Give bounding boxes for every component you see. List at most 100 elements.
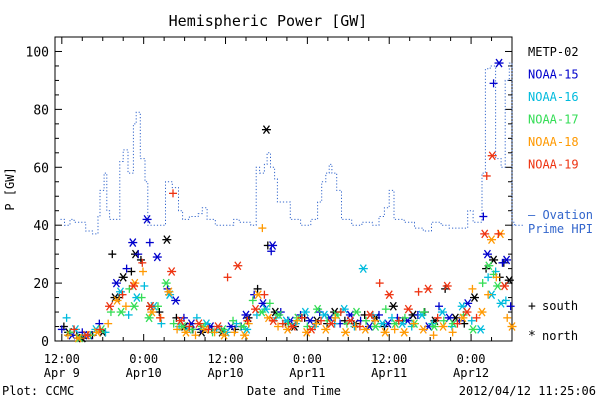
- data-point-north: [399, 327, 409, 337]
- data-point-stroke: [258, 307, 266, 317]
- data-point-north: [345, 316, 355, 326]
- data-point-stroke: [378, 319, 386, 329]
- legend-ovation-line2: Prime HPI: [528, 222, 593, 236]
- data-point-stroke: [451, 313, 459, 323]
- legend-ovation-line1: — Ovation: [528, 208, 593, 222]
- data-point-stroke: [419, 325, 427, 334]
- data-point-south: [253, 284, 262, 293]
- data-point-south: [156, 313, 165, 322]
- data-point-south: [229, 316, 238, 325]
- data-point-north: [300, 307, 310, 317]
- data-point-stroke: [146, 301, 155, 311]
- data-point-stroke: [366, 310, 374, 320]
- data-point-stroke: [481, 229, 489, 239]
- data-point-south: [293, 316, 302, 325]
- legend-entry: NOAA-18: [528, 135, 579, 149]
- data-point-stroke: [409, 310, 417, 320]
- data-point-south: [127, 267, 136, 276]
- data-point-south: [429, 331, 438, 340]
- data-point-north: [371, 322, 381, 331]
- data-point-stroke: [129, 281, 137, 291]
- data-point-south: [381, 305, 390, 314]
- data-point-stroke: [478, 307, 486, 317]
- data-point-stroke: [508, 322, 516, 331]
- data-point-north: [240, 330, 250, 340]
- data-point-south: [489, 79, 498, 88]
- data-point-north: [321, 325, 331, 334]
- data-point-south: [104, 319, 113, 328]
- data-point-stroke: [112, 278, 120, 288]
- data-point-south: [169, 319, 178, 328]
- data-point-stroke: [488, 151, 496, 161]
- data-point-stroke: [372, 322, 380, 331]
- data-point-south: [331, 313, 340, 322]
- data-point-north: [128, 281, 138, 291]
- data-point-north: [319, 310, 329, 320]
- data-point-south: [223, 273, 232, 282]
- data-point-stroke: [424, 284, 432, 294]
- data-point-stroke: [384, 319, 392, 329]
- x-tick-label-time: 0:00: [293, 352, 322, 366]
- data-point-north: [181, 327, 191, 337]
- data-point-north: [487, 151, 497, 161]
- data-point-stroke: [275, 310, 283, 320]
- data-point-south: [467, 316, 476, 325]
- data-point-north: [482, 249, 492, 259]
- data-point-north: [213, 322, 223, 331]
- data-point-north: [219, 330, 229, 340]
- data-point-south: [503, 313, 512, 322]
- data-point-north: [176, 316, 186, 326]
- data-point-south: [414, 287, 423, 296]
- data-point-stroke: [234, 261, 242, 271]
- data-point-north: [499, 281, 509, 291]
- data-point-north: [365, 310, 375, 320]
- data-point-stroke: [133, 293, 141, 302]
- x-tick-label-time: 12:00: [207, 352, 243, 366]
- data-point-stroke: [288, 322, 296, 331]
- data-point-south: [124, 310, 133, 319]
- data-point-north: [476, 325, 486, 334]
- data-point-south: [134, 250, 143, 259]
- data-point-stroke: [214, 322, 222, 331]
- data-point-south: [494, 229, 503, 238]
- legend-marker-label: south: [542, 299, 578, 313]
- footer-right: 2012/04/12 11:25:06: [459, 384, 596, 398]
- data-point-stroke: [494, 281, 502, 291]
- data-point-south: [62, 313, 71, 322]
- data-point-south: [479, 212, 488, 221]
- data-point-stroke: [320, 310, 328, 320]
- data-point-stroke: [106, 301, 114, 311]
- data-point-south: [210, 328, 219, 337]
- data-point-stroke: [449, 319, 457, 329]
- data-point-south: [362, 316, 371, 325]
- x-tick-label-time: 12:00: [44, 352, 80, 366]
- data-point-south: [387, 313, 396, 322]
- x-tick-label-time: 0:00: [129, 352, 158, 366]
- legend-entry: NOAA-19: [528, 158, 579, 172]
- data-point-south: [157, 319, 166, 328]
- data-point-stroke: [269, 241, 277, 250]
- x-tick-label-date: Apr10: [126, 366, 162, 380]
- data-point-stroke: [176, 316, 185, 326]
- data-point-stroke: [352, 307, 361, 317]
- data-point-stroke: [469, 325, 477, 334]
- data-point-south: [57, 325, 66, 334]
- data-point-stroke: [503, 255, 511, 265]
- x-tick-label-time: 12:00: [371, 352, 407, 366]
- data-point-north: [403, 304, 413, 314]
- data-point-stroke: [219, 325, 227, 334]
- data-point-stroke: [359, 264, 367, 274]
- data-point-south: [260, 290, 269, 299]
- data-point-stroke: [254, 290, 262, 300]
- data-point-north: [128, 238, 138, 247]
- data-point-north: [152, 252, 162, 262]
- data-point-south: [274, 322, 283, 331]
- data-point-south: [420, 308, 429, 317]
- data-point-north: [274, 310, 284, 320]
- series-noaa-19: [70, 151, 509, 340]
- data-point-south: [267, 247, 276, 256]
- data-point-north: [438, 322, 448, 331]
- data-point-north: [145, 301, 155, 311]
- data-point-stroke: [463, 307, 471, 317]
